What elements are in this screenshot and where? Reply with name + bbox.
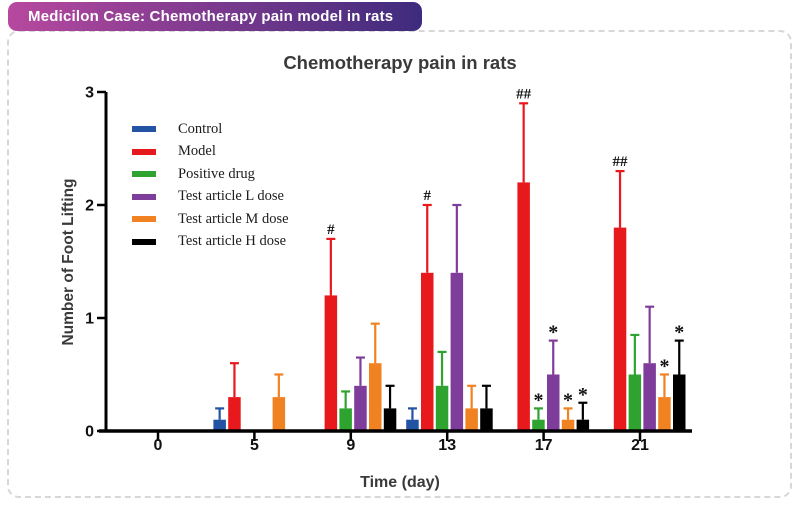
bar-model-day17 xyxy=(517,182,530,431)
legend-swatch-model xyxy=(132,148,156,155)
legend-item-control: Control xyxy=(132,118,289,141)
bar-test-article-l-dose-day9 xyxy=(354,385,367,431)
bar-control-day13 xyxy=(406,419,419,431)
bar-model-day9 xyxy=(324,295,338,431)
significance-annotation-model-day9: # xyxy=(327,222,335,238)
significance-annotation-test-article-l-dose-day17: * xyxy=(548,322,558,344)
legend-swatch-control xyxy=(132,126,156,133)
legend-item-positive-drug: Positive drug xyxy=(132,163,289,186)
significance-annotation-test-article-h-dose-day21: * xyxy=(674,322,684,344)
bar-test-article-h-dose-day17 xyxy=(576,419,590,431)
bar-test-article-m-dose-day5 xyxy=(272,397,286,431)
legend-swatch-test-article-m-dose xyxy=(132,216,156,223)
x-tick-label-13: 13 xyxy=(438,437,456,454)
bar-model-day13 xyxy=(421,272,434,431)
bar-positive-drug-day17 xyxy=(532,419,545,431)
bar-positive-drug-day13 xyxy=(435,385,449,431)
case-badge: Medicilon Case: Chemotherapy pain model … xyxy=(8,2,422,31)
significance-annotation-test-article-h-dose-day17: * xyxy=(578,384,588,406)
y-tick-label-0: 0 xyxy=(85,424,94,441)
bar-test-article-m-dose-day17 xyxy=(561,419,575,431)
bar-model-day21 xyxy=(613,227,627,431)
significance-annotation-test-article-m-dose-day21: * xyxy=(659,356,669,378)
x-tick-label-17: 17 xyxy=(535,437,553,454)
legend-swatch-test-article-h-dose xyxy=(132,238,156,245)
chart-title: Chemotherapy pain in rats xyxy=(283,52,516,73)
bar-test-article-h-dose-day9 xyxy=(383,408,397,431)
legend-label-test-article-m-dose: Test article M dose xyxy=(178,210,289,227)
y-tick-label-1: 1 xyxy=(85,311,94,328)
x-tick-label-9: 9 xyxy=(346,437,355,454)
y-axis-label: Number of Foot Lifting xyxy=(60,178,77,345)
bar-test-article-l-dose-day13 xyxy=(450,272,464,431)
x-axis-label: Time (day) xyxy=(360,474,440,491)
significance-annotation-positive-drug-day17: * xyxy=(533,389,543,411)
chart-legend: Control Model Positive drug Test article L … xyxy=(132,118,289,253)
bar-test-article-m-dose-day21 xyxy=(658,397,671,431)
legend-item-test-article-m-dose: Test article M dose xyxy=(132,208,289,231)
y-tick-label-3: 3 xyxy=(85,85,94,102)
significance-annotation-model-day17: ## xyxy=(516,86,532,102)
legend-swatch-positive-drug xyxy=(132,171,156,178)
bar-test-article-m-dose-day13 xyxy=(465,408,478,431)
legend-swatch-test-article-l-dose xyxy=(132,193,156,200)
bar-test-article-l-dose-day21 xyxy=(643,363,656,431)
legend-label-positive-drug: Positive drug xyxy=(178,165,255,182)
legend-label-test-article-l-dose: Test article L dose xyxy=(178,188,284,205)
bar-model-day5 xyxy=(228,397,241,431)
significance-annotation-model-day21: ## xyxy=(613,154,629,170)
x-tick-label-0: 0 xyxy=(154,437,163,454)
bar-positive-drug-day9 xyxy=(339,408,352,431)
bar-test-article-m-dose-day9 xyxy=(369,363,382,431)
bar-test-article-l-dose-day17 xyxy=(547,374,560,431)
legend-item-test-article-h-dose: Test article H dose xyxy=(132,231,289,254)
case-badge-label: Medicilon Case: Chemotherapy pain model … xyxy=(28,8,394,25)
x-tick-label-21: 21 xyxy=(631,437,649,454)
legend-item-model: Model xyxy=(132,141,289,164)
bar-positive-drug-day21 xyxy=(628,374,642,431)
significance-annotation-test-article-m-dose-day17: * xyxy=(563,389,573,411)
significance-annotation-model-day13: # xyxy=(424,188,432,204)
legend-label-control: Control xyxy=(178,120,223,137)
bar-control-day5 xyxy=(213,419,226,431)
bar-test-article-h-dose-day21 xyxy=(673,374,686,431)
x-tick-label-5: 5 xyxy=(250,437,259,454)
y-tick-label-2: 2 xyxy=(85,198,94,215)
legend-label-test-article-h-dose: Test article H dose xyxy=(178,233,287,250)
legend-label-model: Model xyxy=(178,143,216,160)
legend-item-test-article-l-dose: Test article L dose xyxy=(132,186,289,209)
bar-test-article-h-dose-day13 xyxy=(480,408,493,431)
